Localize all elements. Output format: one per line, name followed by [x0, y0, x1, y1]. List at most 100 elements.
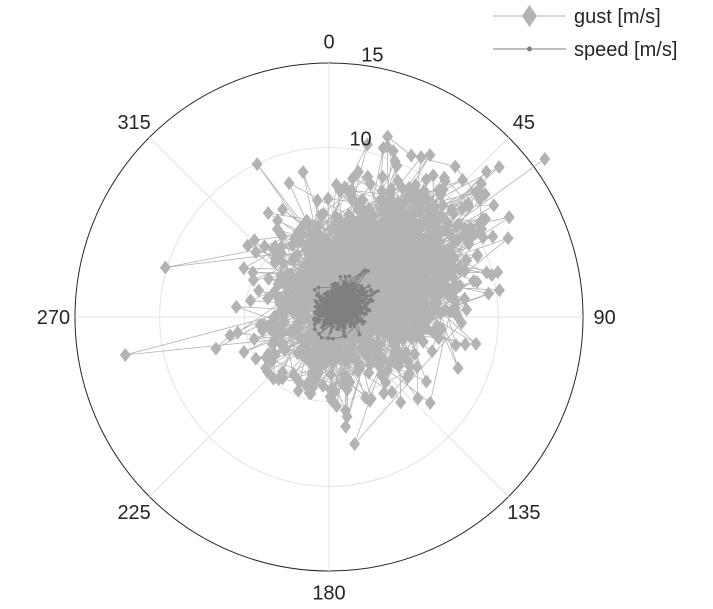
- data-point: [351, 320, 356, 324]
- data-point: [380, 274, 392, 289]
- data-point: [326, 305, 331, 309]
- data-point: [487, 229, 499, 244]
- data-point: [395, 251, 407, 266]
- data-point: [503, 210, 515, 225]
- data-point: [337, 319, 342, 324]
- data-point: [333, 281, 337, 286]
- data-point: [382, 129, 394, 144]
- data-point: [291, 248, 303, 263]
- data-point: [375, 355, 387, 370]
- data-point: [304, 269, 316, 284]
- data-point: [312, 240, 324, 255]
- angle-tick-label: 225: [117, 502, 150, 524]
- data-point: [279, 315, 291, 330]
- data-point: [338, 285, 342, 290]
- data-point: [325, 294, 330, 299]
- data-point: [459, 337, 471, 352]
- data-point: [312, 327, 317, 331]
- data-point: [352, 363, 364, 378]
- data-point: [361, 137, 373, 152]
- angle-tick-label: 0: [323, 31, 334, 53]
- data-point: [247, 265, 259, 280]
- data-point: [448, 280, 460, 295]
- axis-labels: 0 45 90 135 180 225 270 315 10 15: [37, 31, 616, 604]
- data-point: [315, 208, 327, 223]
- data-point: [389, 336, 401, 351]
- data-point: [338, 290, 343, 294]
- data-point: [493, 283, 505, 298]
- data-point: [253, 283, 265, 298]
- legend-gust-marker: [522, 5, 537, 27]
- data-point: [448, 206, 460, 221]
- data-point: [360, 298, 365, 303]
- data-point: [322, 319, 326, 324]
- data-point: [242, 238, 254, 253]
- data-point: [352, 303, 356, 307]
- data-point: [351, 281, 356, 285]
- data-point: [453, 232, 465, 247]
- data-point: [339, 368, 351, 383]
- data-point: [404, 216, 416, 231]
- data-point: [270, 251, 282, 266]
- data-point: [344, 306, 349, 311]
- data-point: [420, 172, 432, 187]
- data-point: [493, 160, 505, 175]
- data-point: [435, 278, 447, 293]
- data-point: [403, 366, 415, 381]
- data-point: [340, 419, 352, 434]
- data-point: [452, 361, 464, 376]
- data-point: [395, 395, 407, 410]
- data-point: [340, 311, 345, 315]
- data-point: [360, 320, 365, 324]
- data-point: [364, 393, 376, 408]
- data-point: [267, 371, 279, 386]
- data-point: [476, 221, 488, 236]
- data-point: [337, 299, 342, 303]
- data-point: [342, 330, 346, 334]
- data-point: [322, 191, 334, 206]
- data-point: [264, 318, 276, 333]
- data-point: [248, 332, 260, 347]
- data-point: [376, 289, 380, 293]
- data-point: [305, 356, 317, 371]
- data-point: [262, 206, 274, 221]
- data-point: [403, 180, 415, 195]
- data-point: [304, 238, 316, 253]
- data-point: [386, 385, 398, 400]
- data-point: [387, 301, 399, 316]
- legend-item-gust: gust [m/s]: [493, 5, 661, 28]
- data-point: [415, 150, 427, 165]
- data-point: [282, 296, 294, 311]
- data-point: [405, 331, 417, 346]
- data-point: [385, 182, 397, 197]
- data-point: [475, 176, 487, 191]
- data-point: [210, 341, 222, 356]
- data-point: [349, 436, 361, 451]
- data-point: [325, 367, 337, 382]
- angle-tick-label: 180: [312, 583, 345, 605]
- data-point: [303, 312, 315, 327]
- data-point: [381, 292, 393, 307]
- data-point: [432, 268, 444, 283]
- data-point: [406, 305, 418, 320]
- data-point: [392, 230, 404, 245]
- legend-speed-marker: [527, 46, 532, 52]
- data-point: [323, 291, 327, 296]
- radial-tick-label: 10: [349, 128, 371, 150]
- data-point: [431, 232, 443, 247]
- data-point: [315, 293, 319, 297]
- data-point: [311, 226, 323, 241]
- data-point: [250, 245, 262, 260]
- data-point: [326, 309, 330, 314]
- data-point: [404, 291, 416, 306]
- data-point: [284, 267, 296, 282]
- data-point: [345, 287, 349, 292]
- data-point: [293, 374, 305, 389]
- data-point: [438, 170, 450, 185]
- data-point: [368, 238, 380, 253]
- data-point: [437, 198, 449, 213]
- data-point: [415, 322, 427, 337]
- speed-series-cloud: [312, 268, 380, 340]
- data-point: [302, 218, 314, 233]
